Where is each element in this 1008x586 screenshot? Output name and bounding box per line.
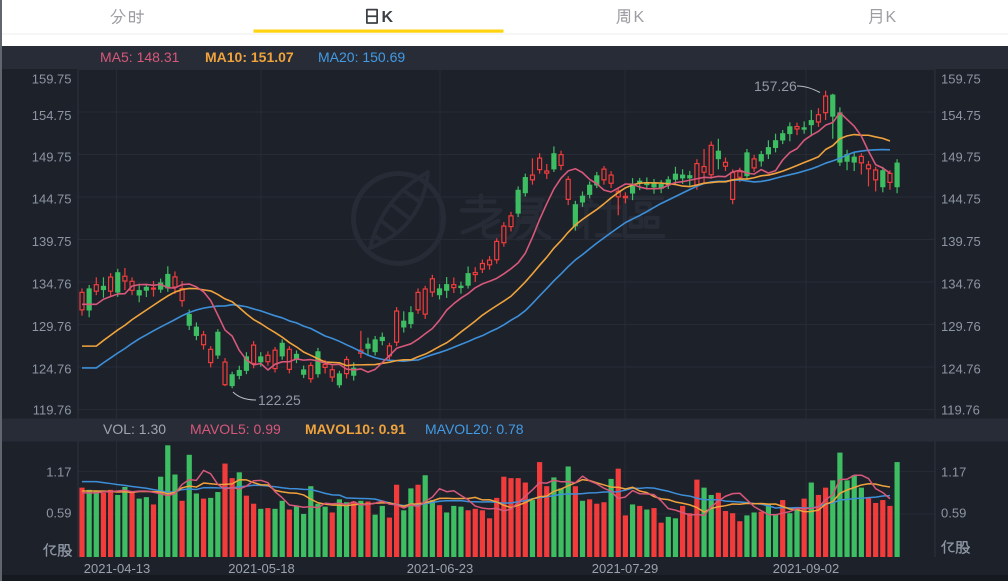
svg-text:1.17: 1.17 (46, 465, 71, 480)
svg-text:0.59: 0.59 (941, 506, 966, 521)
svg-text:2021-09-02: 2021-09-02 (773, 561, 840, 576)
svg-text:VOL: 1.30: VOL: 1.30 (103, 421, 166, 437)
svg-text:MA5: 148.31: MA5: 148.31 (100, 49, 180, 65)
svg-text:MAVOL20: 0.78: MAVOL20: 0.78 (425, 421, 524, 437)
svg-text:K: K (382, 9, 394, 26)
svg-text:149.75: 149.75 (941, 150, 981, 165)
svg-text:2021-04-13: 2021-04-13 (84, 561, 151, 576)
svg-text:144.75: 144.75 (32, 192, 72, 207)
svg-text:134.76: 134.76 (32, 277, 72, 292)
svg-text:124.76: 124.76 (941, 362, 981, 377)
svg-text:134.76: 134.76 (941, 277, 981, 292)
svg-text:129.76: 129.76 (941, 319, 981, 334)
svg-text:139.75: 139.75 (32, 234, 72, 249)
svg-text:119.76: 119.76 (941, 403, 980, 418)
svg-text:K: K (634, 9, 645, 26)
svg-text:144.75: 144.75 (941, 192, 981, 207)
svg-text:2021-07-29: 2021-07-29 (592, 561, 659, 576)
svg-text:1.17: 1.17 (941, 465, 966, 480)
svg-text:0.59: 0.59 (46, 506, 71, 521)
svg-text:159.75: 159.75 (32, 72, 72, 87)
svg-text:122.25: 122.25 (258, 392, 301, 408)
svg-text:159.75: 159.75 (941, 72, 981, 87)
svg-text:K: K (886, 9, 897, 26)
svg-text:119.76: 119.76 (33, 403, 72, 418)
svg-text:124.76: 124.76 (32, 362, 72, 377)
svg-text:2021-05-18: 2021-05-18 (228, 561, 295, 576)
svg-text:2021-06-23: 2021-06-23 (407, 561, 474, 576)
svg-text:MA10: 151.07: MA10: 151.07 (205, 49, 294, 65)
svg-text:129.76: 129.76 (32, 319, 72, 334)
svg-text:MA20: 150.69: MA20: 150.69 (318, 49, 405, 65)
svg-text:157.26: 157.26 (754, 78, 797, 94)
svg-text:154.75: 154.75 (941, 108, 981, 123)
svg-text:149.75: 149.75 (32, 150, 72, 165)
svg-text:MAVOL10: 0.91: MAVOL10: 0.91 (305, 421, 406, 437)
svg-text:MAVOL5: 0.99: MAVOL5: 0.99 (190, 421, 281, 437)
svg-text:139.75: 139.75 (941, 234, 981, 249)
svg-text:154.75: 154.75 (32, 108, 72, 123)
